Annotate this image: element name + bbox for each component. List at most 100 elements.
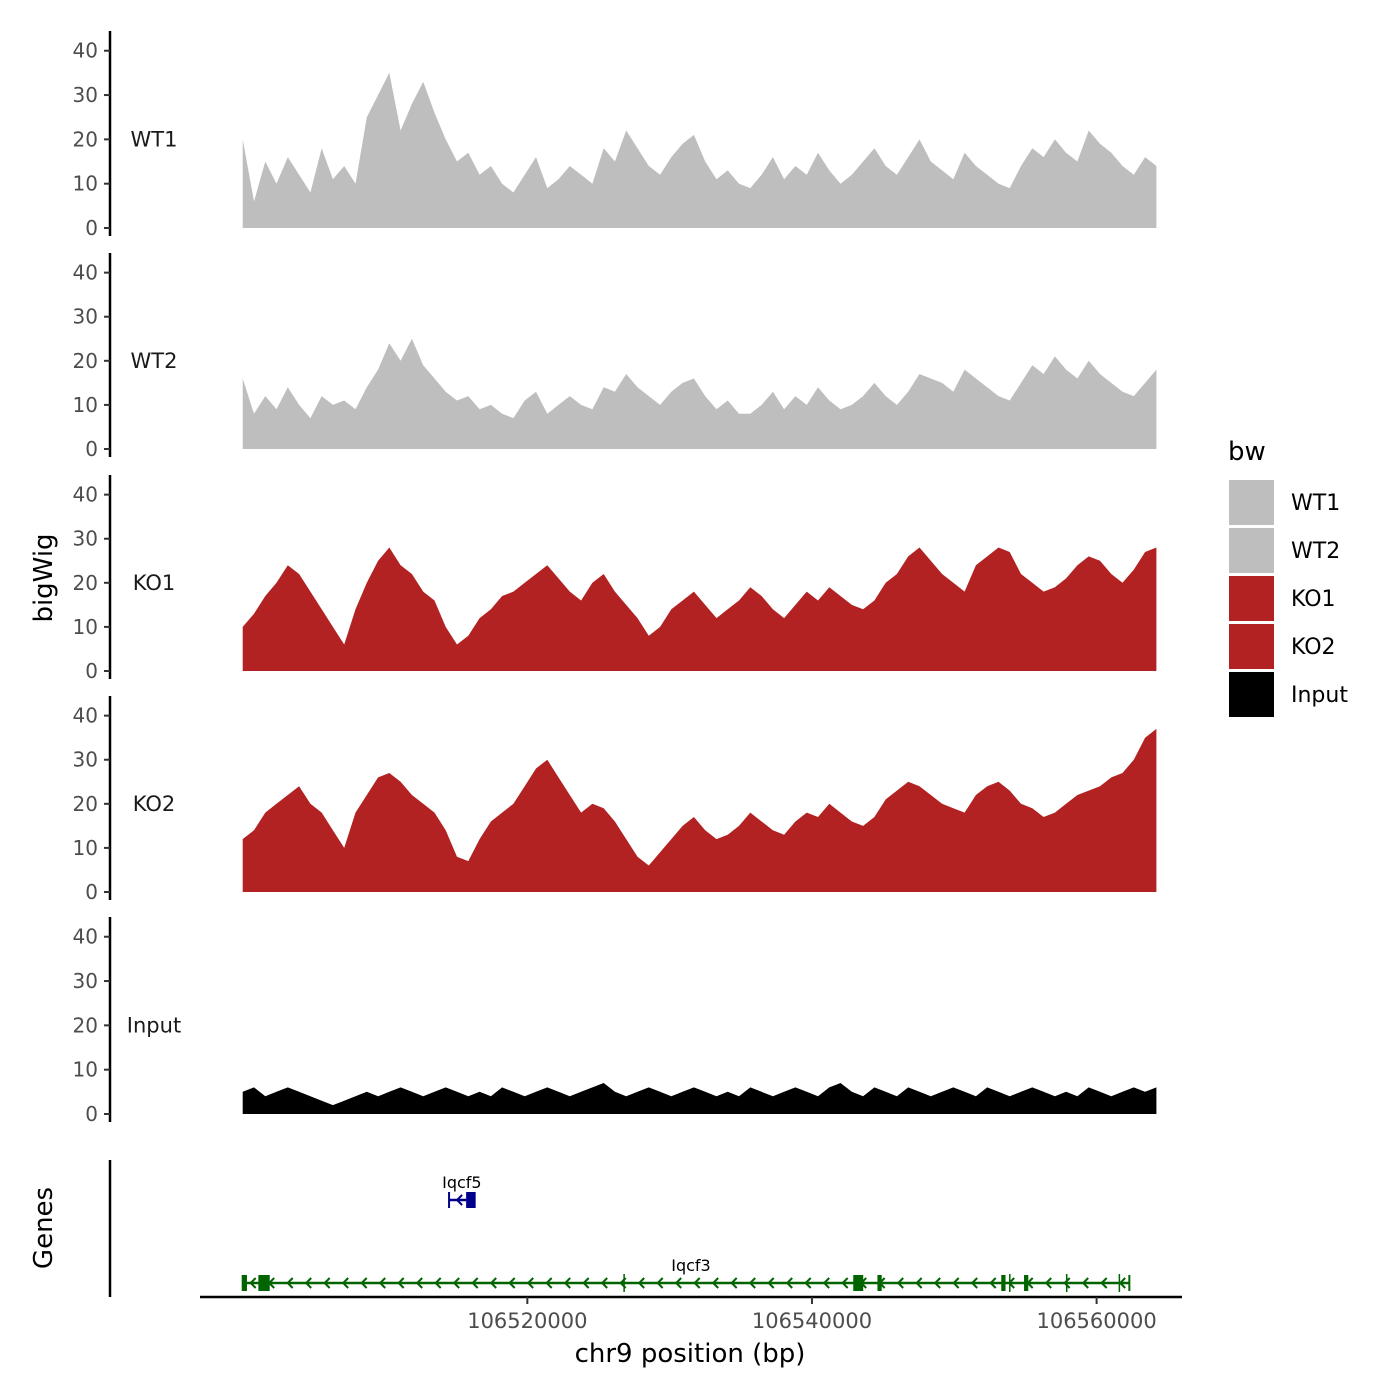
strand-chevron (397, 1277, 405, 1289)
strand-chevron (249, 1277, 257, 1289)
strand-chevron (489, 1277, 497, 1289)
strand-chevron (656, 1277, 664, 1289)
legend-swatch (1229, 528, 1274, 573)
y-tick-label: 20 (73, 127, 98, 151)
legend-entry-wt1: WT1 (1229, 480, 1340, 525)
strand-chevron (582, 1277, 590, 1289)
legend-label: WT2 (1291, 539, 1340, 564)
track-wt1: 0 10 20 30 40 WT1 (73, 31, 1157, 240)
strand-chevron (415, 1277, 423, 1289)
track-label: KO2 (133, 792, 176, 816)
legend-entry-wt2: WT2 (1229, 528, 1340, 573)
strand-chevron (674, 1277, 682, 1289)
y-tick-label: 20 (73, 349, 98, 373)
strand-chevron (989, 1277, 997, 1289)
legend-title: bw (1228, 437, 1266, 467)
strand-chevron (970, 1277, 978, 1289)
exon (1024, 1275, 1029, 1291)
y-tick-label: 20 (73, 792, 98, 816)
track-label: WT2 (131, 349, 178, 373)
exon (1001, 1275, 1006, 1291)
y-tick-label: 0 (85, 1102, 98, 1126)
strand-chevron (711, 1277, 719, 1289)
strand-chevron (1118, 1277, 1126, 1289)
gene-iqcf3: Iqcf3 (241, 1256, 1131, 1292)
legend-label: KO2 (1291, 635, 1336, 660)
gene-label: Iqcf3 (671, 1256, 710, 1275)
y-tick-label: 30 (73, 748, 98, 772)
y-tick-label: 40 (73, 925, 98, 949)
signal-area-ko2 (242, 728, 1157, 892)
signal-area-wt2 (242, 338, 1157, 449)
strand-chevron (896, 1277, 904, 1289)
strand-chevron (323, 1277, 331, 1289)
y-tick-label: 30 (73, 969, 98, 993)
strand-chevron (378, 1277, 386, 1289)
exon (242, 1275, 247, 1291)
strand-chevron (804, 1277, 812, 1289)
legend-swatch (1229, 672, 1274, 717)
strand-chevron (637, 1277, 645, 1289)
strand-chevron (767, 1277, 775, 1289)
track-label: WT1 (131, 127, 178, 151)
strand-chevron (526, 1277, 534, 1289)
y-tick-label: 0 (85, 880, 98, 904)
legend-entry-input: Input (1229, 672, 1348, 717)
legend-swatch (1229, 480, 1274, 525)
genes-axis-title: Genes (29, 1187, 59, 1269)
legend-entry-ko1: KO1 (1229, 576, 1336, 621)
strand-chevron (748, 1277, 756, 1289)
track-input: 0 10 20 30 40 Input (73, 917, 1157, 1126)
strand-chevron (1100, 1277, 1108, 1289)
strand-chevron (822, 1277, 830, 1289)
strand-chevron (693, 1277, 701, 1289)
strand-chevron (563, 1277, 571, 1289)
track-label: KO1 (133, 571, 176, 595)
x-axis-title: chr9 position (bp) (575, 1339, 806, 1369)
y-tick-label: 0 (85, 659, 98, 683)
exon (258, 1275, 270, 1291)
exon (466, 1192, 475, 1208)
strand-chevron (730, 1277, 738, 1289)
strand-chevron (600, 1277, 608, 1289)
gene-track: Iqcf5 Iqcf3 (108, 1160, 1131, 1297)
strand-chevron (933, 1277, 941, 1289)
strand-chevron (471, 1277, 479, 1289)
y-tick-label: 10 (73, 393, 98, 417)
strand-chevron (915, 1277, 923, 1289)
strand-chevron (952, 1277, 960, 1289)
track-ko2: 0 10 20 30 40 KO2 (73, 696, 1157, 904)
strand-chevron (434, 1277, 442, 1289)
strand-chevron (360, 1277, 368, 1289)
signal-area-input (242, 1083, 1157, 1114)
y-tick-label: 30 (73, 527, 98, 551)
legend-label: Input (1291, 683, 1348, 708)
x-tick-label: 106520000 (467, 1309, 587, 1333)
strand-chevron (841, 1277, 849, 1289)
track-wt2: 0 10 20 30 40 WT2 (73, 253, 1157, 461)
gene-iqcf5: Iqcf5 (442, 1173, 482, 1208)
strand-chevron (286, 1277, 294, 1289)
y-tick-label: 10 (73, 836, 98, 860)
signal-tracks: 0 10 20 30 40 WT1 0 10 20 30 40 WT2 0 10 20 30 40 KO1 0 10 2… (73, 31, 1157, 1126)
signal-area-wt1 (242, 72, 1157, 229)
y-tick-label: 30 (73, 83, 98, 107)
y-tick-label: 0 (85, 437, 98, 461)
strand-chevron (455, 1194, 463, 1206)
y-tick-label: 0 (85, 216, 98, 240)
x-axis: 106520000 106540000 106560000 (200, 1295, 1182, 1333)
y-tick-label: 30 (73, 305, 98, 329)
gene-label: Iqcf5 (442, 1173, 481, 1192)
exon (853, 1275, 864, 1291)
track-label: Input (127, 1013, 181, 1037)
strand-chevron (508, 1277, 516, 1289)
strand-chevron (1044, 1277, 1052, 1289)
y-tick-label: 40 (73, 261, 98, 285)
strand-chevron (1081, 1277, 1089, 1289)
y-tick-label: 10 (73, 1058, 98, 1082)
strand-chevron (341, 1277, 349, 1289)
strand-chevron (452, 1277, 460, 1289)
strand-chevron (1063, 1277, 1071, 1289)
y-tick-label: 20 (73, 1013, 98, 1037)
